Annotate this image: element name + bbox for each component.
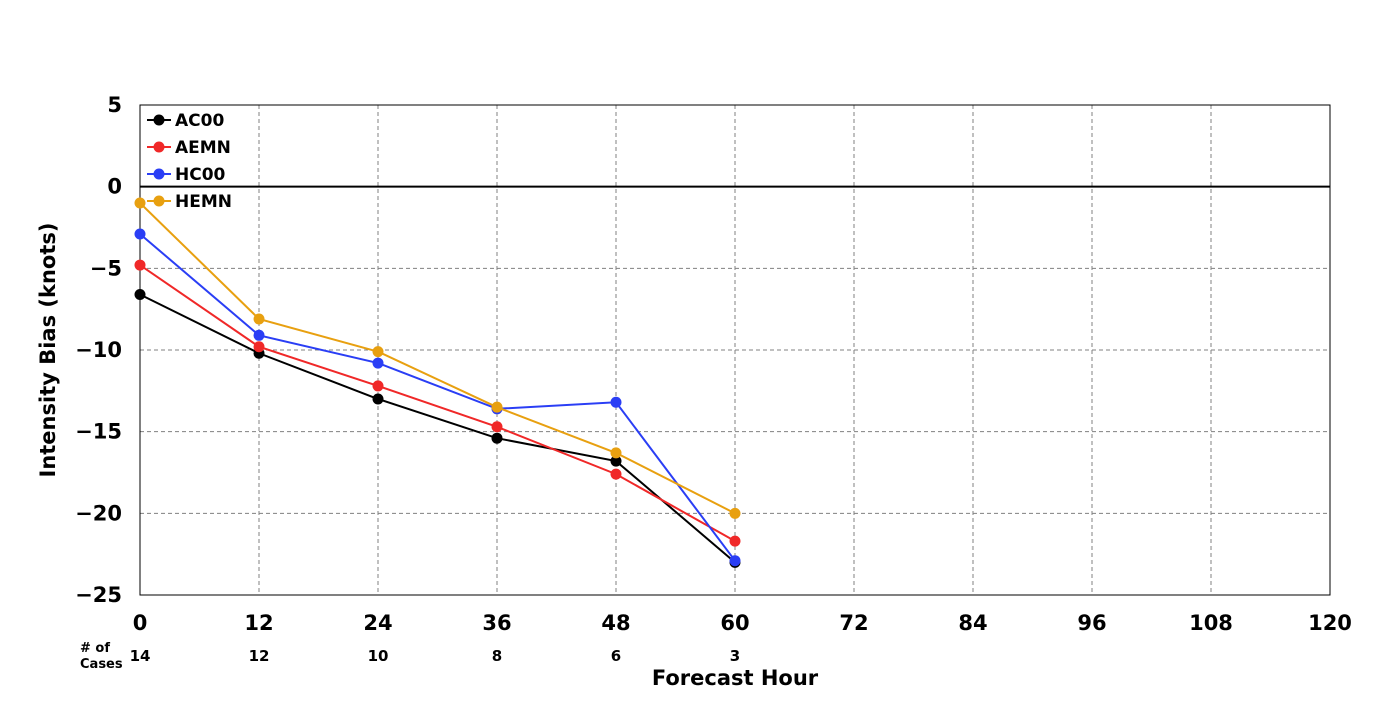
data-point-hemn <box>610 447 622 459</box>
series-layer <box>134 197 741 568</box>
plot-frame <box>139 104 1331 596</box>
cases-title-line1: # of <box>80 641 110 656</box>
legend-marker <box>153 114 165 126</box>
x-tick-label: 108 <box>1189 611 1233 635</box>
legend-item-aemn: AEMN <box>147 138 231 158</box>
legend-item-hemn: HEMN <box>147 192 232 212</box>
data-point-hc00 <box>253 329 265 341</box>
y-tick-label: −5 <box>90 256 122 280</box>
legend-marker <box>153 141 165 153</box>
cases-count: 3 <box>730 647 740 665</box>
cases-count: 14 <box>130 647 151 665</box>
y-tick-label: 5 <box>107 93 122 117</box>
data-point-ac00 <box>610 455 622 467</box>
data-point-aemn <box>491 421 503 433</box>
data-point-aemn <box>610 468 622 480</box>
y-tick-label: −25 <box>75 583 122 607</box>
y-tick-labels: 5 0 −5 −10 −15 −20 −25 <box>75 93 122 607</box>
data-point-hc00 <box>610 396 622 408</box>
data-point-ac00 <box>134 288 146 300</box>
legend-label: AC00 <box>175 111 224 131</box>
data-point-hemn <box>372 346 384 358</box>
x-tick-label: 24 <box>363 611 392 635</box>
series-line-hemn <box>139 202 736 515</box>
y-tick-label: −10 <box>75 338 122 362</box>
y-axis-title: Intensity Bias (knots) <box>36 223 60 478</box>
y-tick-label: −15 <box>75 420 122 444</box>
data-point-aemn <box>372 380 384 392</box>
cases-row: # of Cases 14 12 10 8 6 3 <box>80 641 740 672</box>
cases-count: 8 <box>492 647 502 665</box>
x-tick-label: 72 <box>839 611 868 635</box>
y-tick-label: 0 <box>107 175 122 199</box>
x-tick-label: 36 <box>482 611 511 635</box>
data-point-hc00 <box>729 555 741 567</box>
cases-count: 12 <box>249 647 270 665</box>
series-line-hc00 <box>139 233 736 562</box>
cases-title-line2: Cases <box>80 657 123 672</box>
data-point-aemn <box>729 535 741 547</box>
x-tick-label: 60 <box>720 611 749 635</box>
legend-label: HC00 <box>175 165 226 185</box>
legend-marker <box>153 195 165 207</box>
legend-label: HEMN <box>175 192 232 212</box>
data-point-aemn <box>253 341 265 353</box>
y-tick-label: −20 <box>75 501 122 525</box>
x-tick-labels: 0 12 24 36 48 60 72 84 96 108 120 <box>133 611 1352 635</box>
x-tick-label: 12 <box>244 611 273 635</box>
legend-item-ac00: AC00 <box>147 111 224 131</box>
data-point-ac00 <box>372 393 384 405</box>
x-tick-label: 120 <box>1308 611 1352 635</box>
data-point-aemn <box>134 259 146 271</box>
legend-label: AEMN <box>175 138 231 158</box>
data-point-hemn <box>491 401 503 413</box>
legend-marker <box>153 168 165 180</box>
data-point-hc00 <box>134 228 146 240</box>
x-tick-label: 48 <box>601 611 630 635</box>
data-point-hemn <box>729 507 741 519</box>
legend: AC00 AEMN HC00 HEMN <box>147 111 232 212</box>
x-axis-title: Forecast Hour <box>652 666 819 690</box>
data-point-ac00 <box>491 432 503 444</box>
series-line-ac00 <box>139 293 736 564</box>
x-tick-label: 96 <box>1077 611 1106 635</box>
data-point-hemn <box>134 197 146 209</box>
x-tick-label: 84 <box>958 611 987 635</box>
data-point-hc00 <box>372 357 384 369</box>
cases-count: 10 <box>368 647 389 665</box>
cases-count: 6 <box>611 647 621 665</box>
data-point-hemn <box>253 313 265 325</box>
legend-item-hc00: HC00 <box>147 165 226 185</box>
x-tick-label: 0 <box>133 611 148 635</box>
series-line-aemn <box>139 264 736 542</box>
